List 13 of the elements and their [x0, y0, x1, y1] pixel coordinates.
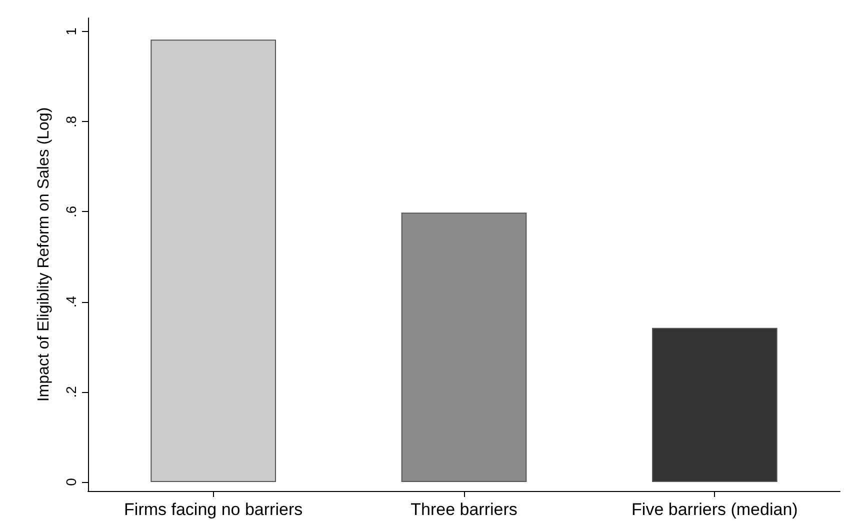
- y-axis-title: Impact of Eligiblity Reform on Sales (Log): [36, 107, 52, 402]
- bar: [652, 328, 778, 482]
- bar: [150, 40, 276, 482]
- y-tick-label: 1: [63, 27, 79, 36]
- x-tick-label: Five barriers (median): [632, 500, 798, 519]
- y-tick-label: 0: [63, 478, 79, 486]
- bar: [401, 212, 527, 482]
- x-tick-label: Firms facing no barriers: [124, 500, 303, 519]
- y-tick-label: .4: [63, 296, 79, 308]
- y-tick-label: .8: [63, 116, 79, 128]
- y-tick-label: .2: [63, 386, 79, 398]
- x-tick-label: Three barriers: [410, 500, 518, 519]
- y-tick-label: .6: [63, 206, 79, 218]
